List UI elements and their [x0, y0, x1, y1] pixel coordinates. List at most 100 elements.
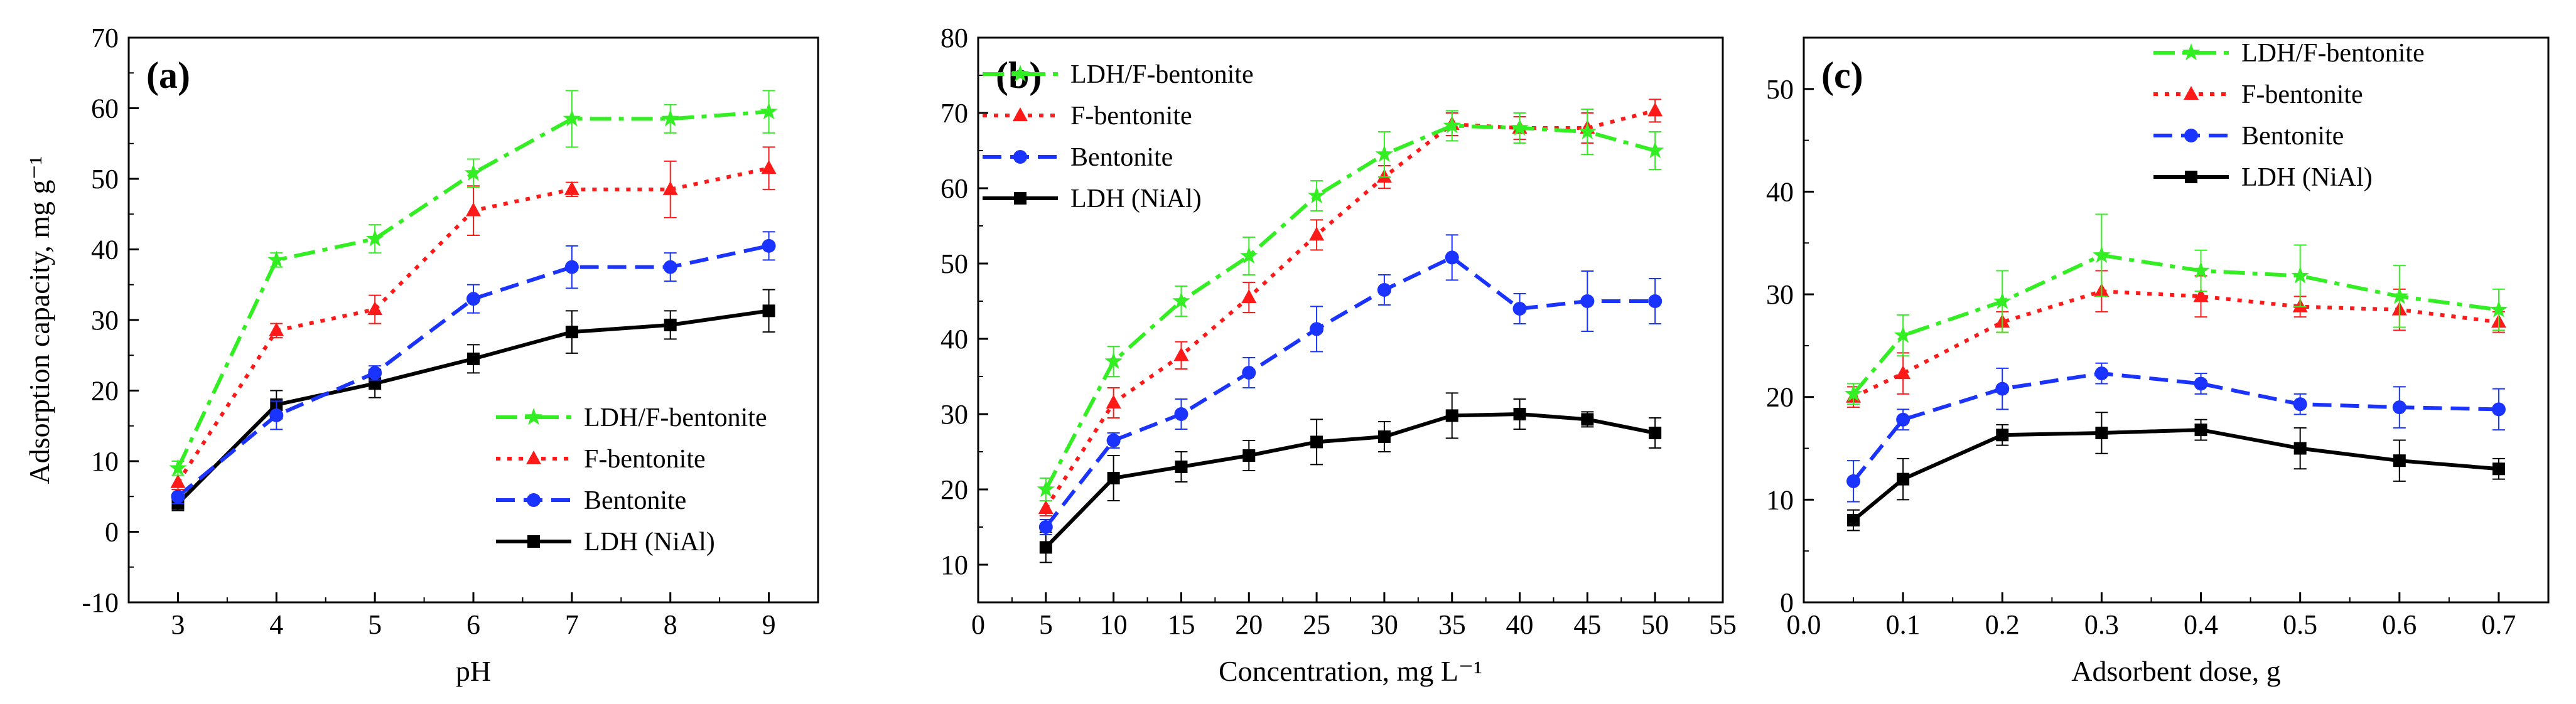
legend-item: LDH/F-bentonite — [496, 403, 767, 432]
data-point — [2192, 261, 2210, 279]
y-tick-label: 10 — [940, 550, 968, 580]
data-point — [170, 474, 186, 488]
x-axis-title: pH — [456, 655, 491, 687]
y-tick-label: 70 — [940, 98, 968, 129]
data-point — [1242, 449, 1256, 462]
data-point — [1996, 429, 2009, 442]
panel-label: (c) — [1821, 55, 1863, 96]
data-point — [2194, 376, 2208, 391]
x-tick-label: 40 — [1506, 609, 1534, 640]
y-axis: -10 0 10 20 30 40 50 60 70 — [82, 23, 139, 618]
data-point — [1512, 302, 1527, 316]
data-point — [1038, 500, 1054, 514]
panel-a: 3 4 5 6 7 8 9 -10 0 10 20 30 40 50 60 70 pH Adsorption ca… — [23, 23, 819, 687]
data-point — [1106, 434, 1121, 447]
data-point — [1310, 435, 1323, 449]
data-point — [664, 318, 677, 331]
y-axis: 10 20 30 40 50 60 70 80 — [940, 23, 988, 580]
data-point — [662, 181, 678, 195]
data-point — [2489, 300, 2508, 317]
series-line — [1044, 412, 1656, 549]
data-point — [1307, 186, 1326, 204]
y-tick-label: 20 — [1766, 382, 1794, 413]
y-tick-label: -10 — [82, 587, 119, 618]
data-point — [2293, 442, 2307, 455]
x-tick-label: 0.6 — [2382, 609, 2417, 640]
panel-c: 0.0 0.1 0.2 0.3 0.4 0.5 0.6 0.7 0 10 20 30 40 50 Adsor… — [1766, 36, 2550, 687]
series-line — [1044, 124, 1656, 491]
x-axis: 0.0 0.1 0.2 0.3 0.4 0.5 0.6 0.7 — [1787, 592, 2549, 640]
data-point — [1037, 480, 1055, 498]
data-point — [1173, 347, 1189, 361]
legend-label: LDH/F-bentonite — [2241, 39, 2425, 68]
y-tick-label: 60 — [940, 173, 968, 204]
data-point — [1844, 384, 1863, 402]
legend-marker — [2184, 129, 2198, 142]
x-tick-label: 0.7 — [2481, 609, 2516, 640]
data-point — [2194, 424, 2207, 437]
x-tick-label: 15 — [1167, 609, 1195, 640]
series-3 — [171, 231, 776, 504]
data-point — [267, 250, 286, 268]
y-tick-label: 20 — [940, 474, 968, 505]
y-tick-label: 50 — [940, 248, 968, 279]
legend-marker — [527, 493, 541, 507]
y-tick-label: 0 — [1780, 587, 1794, 618]
legend-label: Bentonite — [2241, 122, 2344, 151]
legend-label: LDH (NiAl) — [1070, 184, 1202, 213]
legend-item: Bentonite — [496, 486, 686, 515]
legend-marker — [526, 451, 541, 464]
x-tick-label: 8 — [664, 609, 677, 640]
data-point — [1375, 145, 1394, 163]
legend: LDH/F-bentonite F-bentonite Bentonite LDH (… — [2153, 39, 2425, 192]
data-point — [1309, 227, 1325, 241]
legend-item: F-bentonite — [983, 102, 1192, 131]
data-point — [2094, 366, 2109, 381]
legend-marker — [524, 408, 543, 425]
data-point — [2491, 402, 2506, 417]
data-point — [1106, 395, 1121, 408]
series-1 — [1037, 109, 1664, 501]
x-axis-title: Adsorbent dose, g — [2071, 655, 2280, 687]
data-point — [1511, 119, 1529, 136]
data-point — [269, 408, 284, 422]
legend-marker — [1014, 192, 1027, 205]
x-tick-label: 50 — [1641, 609, 1669, 640]
x-tick-label: 0.1 — [1886, 609, 1921, 640]
data-point — [1647, 102, 1663, 117]
x-axis: 0 5 10 15 20 25 30 35 40 45 50 55 — [971, 592, 1737, 640]
x-tick-label: 5 — [368, 609, 382, 640]
data-point — [563, 109, 581, 127]
legend-label: LDH/F-bentonite — [1070, 60, 1254, 89]
y-tick-label: 10 — [1766, 484, 1794, 515]
x-tick-label: 30 — [1371, 609, 1398, 640]
legend-label: LDH (NiAl) — [2241, 163, 2373, 192]
y-tick-label: 30 — [91, 305, 119, 336]
data-point — [1847, 514, 1860, 527]
series-group — [169, 90, 778, 511]
data-point — [2093, 245, 2111, 264]
x-tick-label: 0.3 — [2084, 609, 2119, 640]
y-tick-label: 40 — [91, 235, 119, 265]
data-point — [1896, 412, 1910, 427]
y-tick-label: 30 — [1766, 279, 1794, 310]
data-point — [466, 202, 481, 216]
x-tick-label: 4 — [269, 609, 283, 640]
data-point — [1993, 292, 2012, 309]
y-tick-label: 70 — [91, 23, 119, 53]
plot-frame — [1803, 36, 2550, 604]
x-tick-label: 55 — [1709, 609, 1737, 640]
data-point — [661, 109, 679, 127]
data-point — [1242, 366, 1256, 380]
series-1 — [1844, 213, 2508, 405]
legend-marker — [2182, 43, 2201, 61]
y-tick-label: 50 — [91, 164, 119, 195]
data-point — [1445, 250, 1459, 265]
data-point — [1240, 247, 1258, 264]
data-point — [1581, 413, 1594, 426]
legend: LDH/F-bentonite F-bentonite Bentonite LDH (… — [496, 403, 767, 557]
x-tick-label: 0.2 — [1985, 609, 2020, 640]
series-line — [1044, 255, 1656, 528]
data-point — [1172, 292, 1190, 309]
series-2 — [1846, 270, 2506, 408]
